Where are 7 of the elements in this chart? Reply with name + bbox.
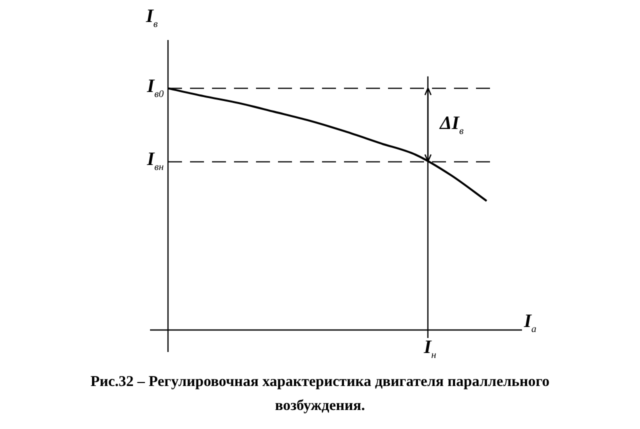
ref-line-label: I$_{вн}$ <box>147 149 164 174</box>
text: Рис.32 – Регулировочная характеристика двигателя параллельного возбуждения. <box>89 373 551 416</box>
annotation: ΔI$_{в}$ <box>440 112 464 136</box>
text: I$_{н}$ <box>424 337 436 361</box>
ref-line-label: I$_{в0}$ <box>147 76 164 100</box>
x-axis-title: I$_{а}$ <box>524 310 536 335</box>
y-axis-title: I$_{в}$ <box>146 6 158 30</box>
